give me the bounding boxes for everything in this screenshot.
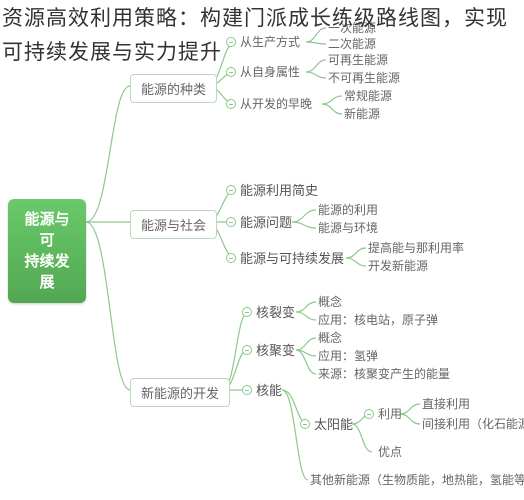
expand-icon[interactable]: [242, 385, 252, 395]
leaf-efficiency: 提高能与那利用率: [368, 241, 464, 257]
leaf-fusion-concept: 概念: [318, 331, 342, 347]
mindmap-container: 能源与可 持续发展 能源的种类 从生产方式 一次能源 二次能源 从自身属性 可再…: [0, 0, 524, 500]
node-energy-issues[interactable]: 能源问题: [240, 215, 292, 232]
page-title: 资源高效利用策略：构建门派成长练级路线图，实现可持续发展与实力提升: [2, 2, 522, 69]
expand-icon[interactable]: [242, 307, 252, 317]
expand-icon[interactable]: [226, 253, 236, 263]
leaf-energy-env: 能源与环境: [318, 221, 378, 237]
expand-icon[interactable]: [226, 217, 236, 227]
expand-icon[interactable]: [242, 345, 252, 355]
leaf-advantage: 优点: [378, 445, 402, 461]
node-fission[interactable]: 核裂变: [256, 305, 295, 322]
node-utilize[interactable]: 利用: [378, 407, 402, 423]
node-dev-time[interactable]: 从开发的早晚: [240, 97, 312, 113]
leaf-develop-new: 开发新能源: [368, 259, 428, 275]
leaf-new-energy: 新能源: [344, 107, 380, 123]
node-nuclear[interactable]: 核能: [256, 383, 282, 400]
leaf-conventional: 常规能源: [344, 89, 392, 105]
expand-icon[interactable]: [226, 185, 236, 195]
root-label-l1: 能源与可: [24, 211, 69, 249]
branch-energy-society[interactable]: 能源与社会: [130, 210, 217, 239]
node-sustainable[interactable]: 能源与可持续发展: [240, 251, 344, 268]
leaf-fusion-app: 应用：氢弹: [318, 349, 378, 365]
node-history[interactable]: 能源利用简史: [240, 183, 318, 200]
expand-icon[interactable]: [226, 99, 236, 109]
node-solar[interactable]: 太阳能: [314, 417, 353, 434]
expand-icon[interactable]: [364, 409, 374, 419]
leaf-indirect-use: 间接利用（化石能源）: [422, 417, 524, 433]
node-fusion[interactable]: 核聚变: [256, 343, 295, 360]
leaf-direct-use: 直接利用: [422, 397, 470, 413]
leaf-fission-concept: 概念: [318, 295, 342, 311]
branch-new-energy-dev[interactable]: 新能源的开发: [130, 378, 230, 407]
expand-icon[interactable]: [300, 419, 310, 429]
leaf-other-energy: 其他新能源（生物质能，地热能，氢能等）: [310, 473, 524, 489]
leaf-fusion-source: 来源：核聚变产生的能量: [318, 367, 450, 383]
root-label-l2: 持续发展: [24, 253, 69, 291]
root-node[interactable]: 能源与可 持续发展: [8, 199, 86, 303]
leaf-fission-app: 应用：核电站，原子弹: [318, 313, 438, 329]
branch-energy-types[interactable]: 能源的种类: [130, 74, 217, 103]
leaf-energy-use: 能源的利用: [318, 203, 378, 219]
leaf-nonrenewable: 不可再生能源: [328, 71, 400, 87]
